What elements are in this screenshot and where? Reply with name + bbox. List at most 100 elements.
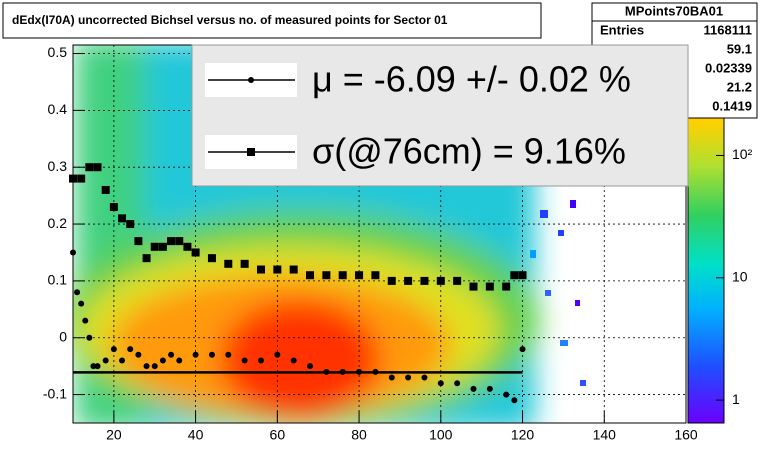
x-tick-label: 100	[429, 427, 453, 443]
point	[454, 380, 461, 387]
point	[453, 276, 462, 285]
legend: μ = -6.09 +/- 0.02 % σ(@76cm) = 9.16%	[191, 44, 689, 187]
point	[306, 271, 315, 280]
point	[119, 357, 126, 364]
point	[207, 254, 216, 263]
point	[485, 282, 494, 291]
stats-value: 1168111	[704, 22, 752, 37]
point	[192, 351, 199, 358]
point	[257, 357, 264, 364]
point	[421, 374, 428, 381]
point	[356, 368, 363, 375]
title-box	[2, 2, 542, 39]
point	[102, 357, 109, 364]
point	[240, 259, 249, 268]
point	[85, 163, 94, 172]
point	[248, 77, 254, 83]
point	[86, 334, 93, 341]
z-tick-label: 1	[732, 391, 740, 407]
point	[142, 254, 151, 263]
stats-value: 0.02339	[705, 60, 752, 75]
point	[151, 363, 158, 370]
point	[371, 271, 380, 280]
point	[168, 351, 175, 358]
point	[127, 346, 134, 353]
y-tick-label: 0.4	[48, 101, 68, 117]
x-tick-label: 40	[188, 427, 204, 443]
point	[486, 385, 493, 392]
point	[290, 357, 297, 364]
stats-title: MPoints70BA01	[625, 3, 723, 18]
point	[405, 374, 412, 381]
legend-label: μ = -6.09 +/- 0.02 %	[312, 59, 631, 100]
point	[78, 300, 85, 307]
point	[247, 148, 255, 156]
point	[511, 397, 518, 404]
stats-value: 21.2	[727, 79, 752, 94]
point	[134, 237, 143, 246]
point	[224, 259, 233, 268]
point	[470, 385, 477, 392]
point	[323, 368, 330, 375]
x-tick-label: 160	[674, 427, 698, 443]
point	[388, 374, 395, 381]
point	[126, 220, 135, 229]
point	[307, 363, 314, 370]
point	[143, 363, 150, 370]
point	[404, 276, 413, 285]
y-tick-label: 0.3	[48, 158, 68, 174]
point	[167, 237, 176, 246]
marks	[69, 163, 527, 404]
stats-value: 59.1	[727, 41, 752, 56]
point	[322, 271, 331, 280]
z-tick-label: 10²	[732, 146, 753, 162]
point	[183, 242, 192, 251]
point	[420, 276, 429, 285]
x-tick-label: 20	[106, 427, 122, 443]
y-tick-label: -0.1	[43, 385, 67, 401]
point	[208, 351, 215, 358]
point	[436, 276, 445, 285]
point	[518, 271, 527, 280]
stats-value: 0.1419	[712, 98, 752, 113]
point	[372, 368, 379, 375]
point	[77, 174, 86, 183]
point	[118, 214, 127, 223]
point	[74, 289, 81, 296]
point	[158, 242, 167, 251]
y-tick-label: 0	[59, 328, 67, 344]
point	[101, 185, 110, 194]
point	[355, 271, 364, 280]
point	[510, 271, 519, 280]
point	[437, 380, 444, 387]
point	[82, 317, 89, 324]
y-tick-label: 0.2	[48, 215, 68, 231]
point	[241, 357, 248, 364]
point	[502, 282, 511, 291]
chart-title: dEdx(I70A) uncorrected Bichsel versus no…	[12, 13, 448, 27]
x-tick-label: 60	[270, 427, 286, 443]
x-tick-label: 80	[351, 427, 367, 443]
x-tick-label: 140	[593, 427, 617, 443]
legend-label: σ(@76cm) = 9.16%	[312, 131, 626, 172]
axes: 20 40 60 80 100 120 140 160 -0.1 0 0.1 0.2 0.3 0.4 0.5…	[43, 44, 753, 442]
point	[150, 242, 159, 251]
x-tick-label: 120	[511, 427, 535, 443]
point	[175, 237, 184, 246]
point	[273, 265, 282, 274]
point	[256, 265, 265, 274]
y-tick-label: 0.1	[48, 272, 68, 288]
point	[225, 351, 232, 358]
point	[94, 363, 101, 370]
point	[93, 163, 102, 172]
point	[469, 282, 478, 291]
y-tick-label: 0.5	[48, 44, 68, 60]
point	[387, 276, 396, 285]
z-tick-label: 10	[732, 268, 748, 284]
point	[109, 203, 118, 211]
point	[110, 346, 117, 353]
point	[289, 265, 298, 274]
point	[191, 248, 200, 257]
point	[274, 351, 281, 358]
